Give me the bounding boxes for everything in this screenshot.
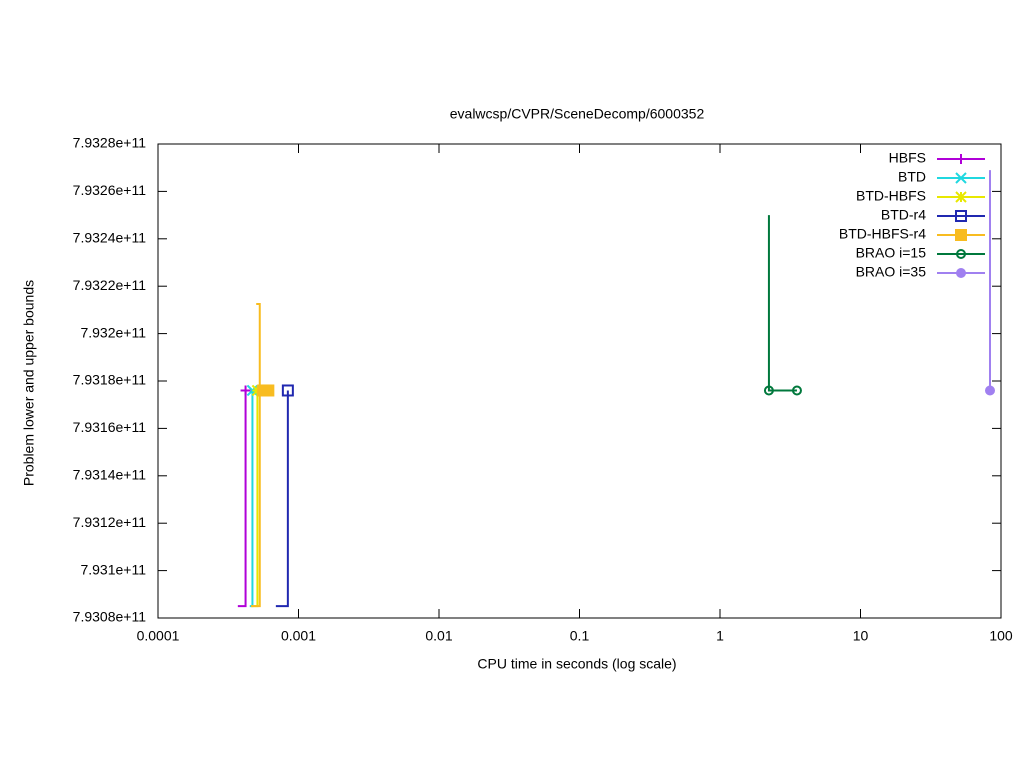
series-line	[249, 390, 254, 608]
legend-label: BTD	[898, 169, 926, 185]
marker	[956, 268, 966, 278]
x-axis-label: CPU time in seconds (log scale)	[477, 656, 676, 672]
legend-label: BRAO i=35	[856, 264, 927, 280]
legend-label: BTD-HBFS	[856, 188, 926, 204]
marker	[240, 385, 251, 396]
marker	[955, 229, 967, 241]
series-line	[237, 390, 247, 608]
marker	[955, 191, 967, 203]
marker	[763, 385, 774, 396]
y-tick-label: 7.9314e+11	[73, 467, 147, 483]
marker	[984, 385, 995, 396]
y-axis-label: Problem lower and upper bounds	[21, 280, 37, 486]
y-tick-label: 7.932e+11	[80, 324, 146, 340]
marker	[791, 385, 802, 396]
series-line	[275, 390, 289, 608]
x-tick-label: 0.001	[281, 628, 316, 644]
y-tick-label: 7.931e+11	[80, 561, 146, 577]
y-tick-label: 7.9322e+11	[73, 277, 147, 293]
y-tick-label: 7.9324e+11	[73, 230, 147, 246]
series-line	[767, 215, 797, 392]
x-tick-label: 10	[853, 628, 869, 644]
marker	[956, 249, 966, 259]
legend-label: BTD-r4	[881, 207, 926, 223]
marker	[955, 210, 967, 222]
marker	[956, 154, 966, 164]
x-tick-label: 0.1	[570, 628, 590, 644]
y-tick-label: 7.9326e+11	[73, 182, 147, 198]
x-tick-label: 1	[716, 628, 724, 644]
chart-title: evalwcsp/CVPR/SceneDecomp/6000352	[450, 106, 705, 122]
x-tick-label: 100	[989, 628, 1013, 644]
x-tick-label: 0.0001	[137, 628, 180, 644]
y-tick-label: 7.9328e+11	[73, 135, 147, 151]
y-tick-label: 7.9312e+11	[73, 514, 147, 530]
marker	[281, 384, 294, 397]
legend-label: BRAO i=15	[856, 245, 927, 261]
marker	[955, 172, 967, 184]
legend-label: BTD-HBFS-r4	[839, 226, 926, 242]
x-tick-label: 0.01	[425, 628, 452, 644]
plot-frame	[157, 143, 1002, 619]
y-tick-label: 7.9318e+11	[73, 372, 147, 388]
legend-label: HBFS	[889, 150, 926, 166]
series-line	[251, 302, 269, 608]
y-tick-label: 7.9308e+11	[73, 609, 147, 625]
marker	[262, 384, 275, 397]
y-tick-label: 7.9316e+11	[73, 419, 147, 435]
